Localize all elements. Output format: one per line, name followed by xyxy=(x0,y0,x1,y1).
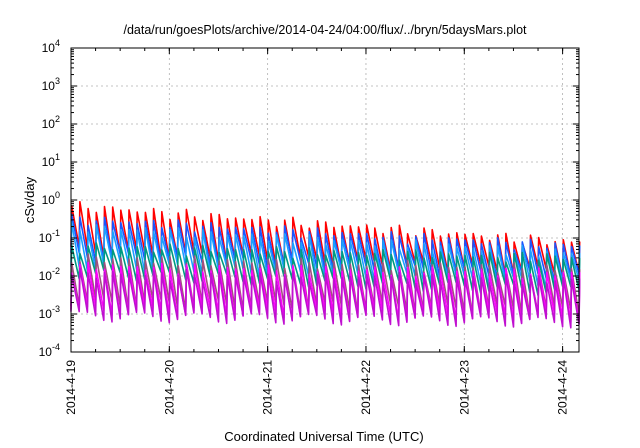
series-lines xyxy=(70,200,581,329)
series-line xyxy=(70,242,581,297)
y-tick-label: 103 xyxy=(42,76,60,93)
y-tick-label: 102 xyxy=(42,114,60,131)
x-tick-label: 2014-4-19 xyxy=(64,360,78,415)
axis-ticks xyxy=(70,47,579,353)
chart-title: /data/run/goesPlots/archive/2014-04-24/0… xyxy=(123,23,527,37)
y-tick-label: 104 xyxy=(42,38,60,55)
y-axis-label: cSv/day xyxy=(22,176,37,223)
series-line xyxy=(70,200,581,279)
y-tick-label: 10-3 xyxy=(39,304,60,321)
series-line xyxy=(70,253,581,317)
x-tick-labels: 2014-4-19 2014-4-20 2014-4-21 2014-4-22 2014… xyxy=(64,360,570,415)
y-tick-labels: 10-4 10-3 10-2 10-1 100 101 102 103 104 xyxy=(39,38,60,359)
x-tick-label: 2014-4-23 xyxy=(457,360,471,415)
series-line xyxy=(70,267,581,329)
x-tick-label: 2014-4-24 xyxy=(556,360,570,415)
x-tick-label: 2014-4-22 xyxy=(359,360,373,415)
y-tick-label: 10-1 xyxy=(39,228,60,245)
y-tick-label: 10-4 xyxy=(39,342,60,359)
series-line xyxy=(70,221,581,290)
x-tick-label: 2014-4-21 xyxy=(261,360,275,415)
x-axis-label: Coordinated Universal Time (UTC) xyxy=(224,429,423,444)
y-tick-label: 10-2 xyxy=(39,266,60,283)
x-tick-label: 2014-4-20 xyxy=(162,360,176,415)
series-line xyxy=(70,261,581,325)
series-line xyxy=(70,213,581,283)
y-tick-label: 100 xyxy=(42,190,60,207)
y-tick-label: 101 xyxy=(42,152,60,169)
